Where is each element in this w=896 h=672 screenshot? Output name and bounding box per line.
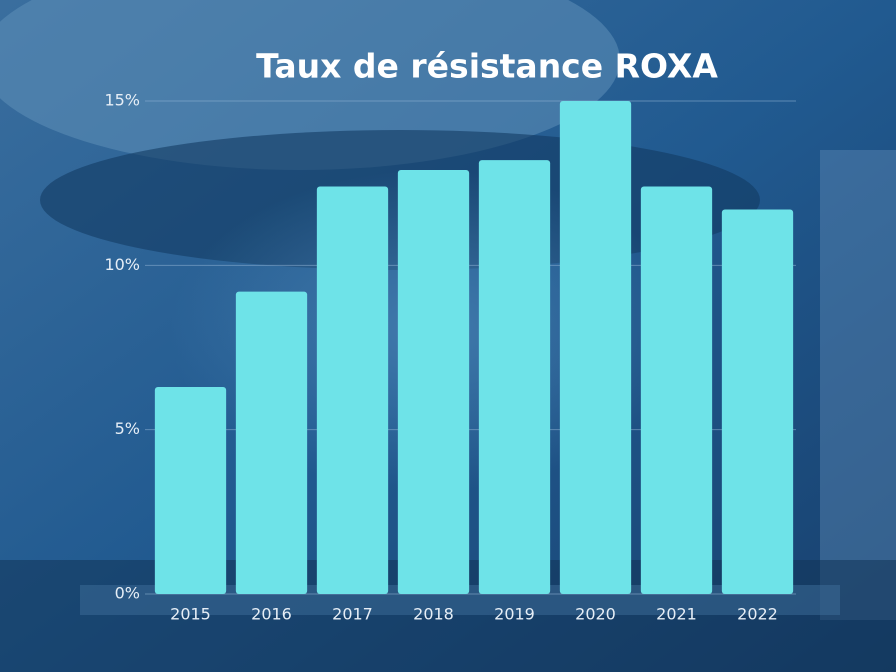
bar	[154, 386, 227, 594]
x-tick-label: 2018	[413, 605, 454, 624]
bar	[640, 186, 713, 594]
bar	[559, 101, 632, 594]
x-tick-label: 2021	[656, 605, 697, 624]
y-tick-label: 5%	[115, 419, 140, 438]
bar	[397, 170, 470, 594]
x-tick-label: 2015	[170, 605, 211, 624]
y-tick-label: 0%	[115, 584, 140, 603]
bar	[235, 291, 308, 594]
x-tick-label: 2022	[737, 605, 778, 624]
x-tick-label: 2019	[494, 605, 535, 624]
y-tick-label: 10%	[104, 255, 140, 274]
x-tick-label: 2020	[575, 605, 616, 624]
bar	[478, 160, 551, 594]
bar	[721, 209, 794, 594]
y-tick-label: 15%	[104, 91, 140, 110]
x-tick-label: 2017	[332, 605, 373, 624]
bar	[316, 186, 389, 594]
x-tick-label: 2016	[251, 605, 292, 624]
chart-title: Taux de résistance ROXA	[256, 47, 718, 86]
